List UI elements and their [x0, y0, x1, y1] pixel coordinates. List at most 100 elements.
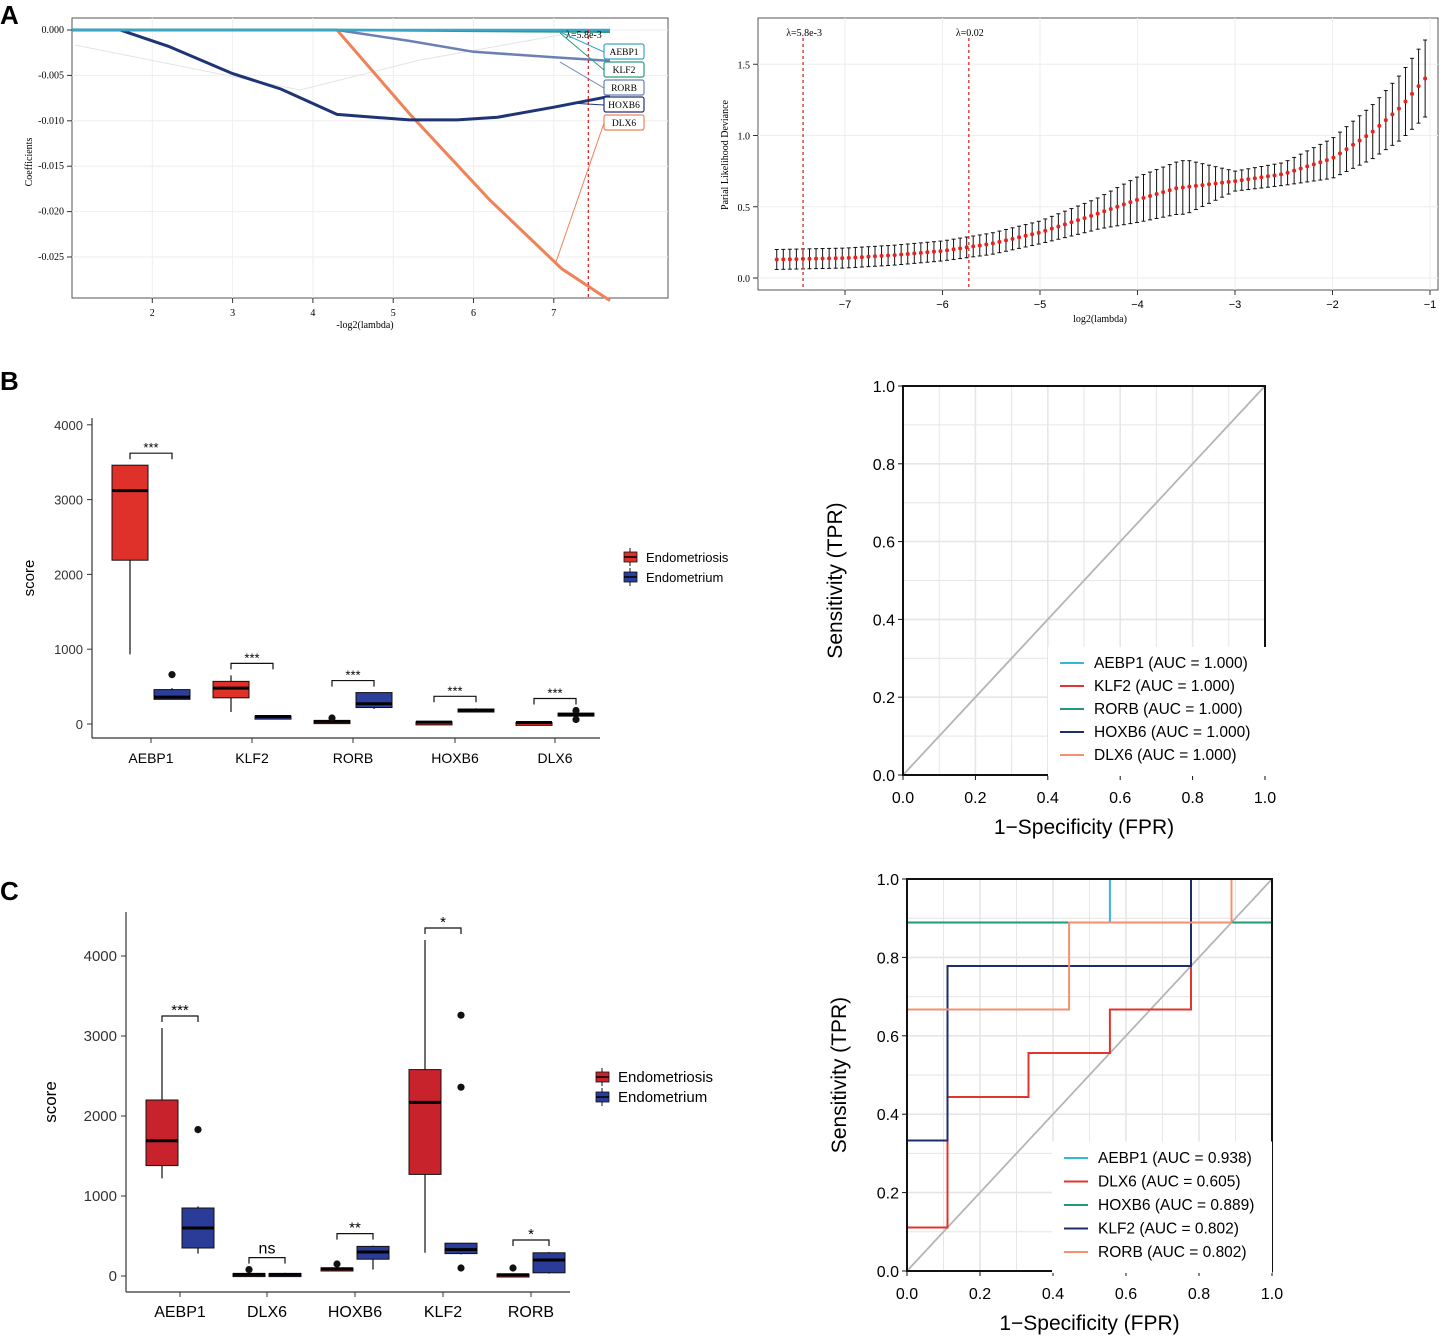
legend-background: [1052, 1141, 1272, 1273]
legend-label: RORB (AUC = 1.000): [1094, 701, 1243, 718]
lambda-min-label: λ=5.8e-3: [566, 30, 602, 41]
gene-label-box: [603, 79, 645, 96]
leader-line: [559, 61, 605, 89]
y-tick-label: 4000: [84, 948, 117, 965]
x-tick-label: 7: [551, 308, 556, 319]
x-category-label: AEBP1: [154, 1304, 206, 1321]
x-tick-label: 5: [391, 308, 396, 319]
legend-background: [1048, 647, 1268, 776]
deviance-point: [964, 245, 969, 250]
legend-label: DLX6 (AUC = 1.000): [1094, 747, 1237, 764]
coef-path-hoxb6: [72, 28, 611, 122]
deviance-point: [1337, 151, 1342, 156]
deviance-point: [931, 249, 936, 254]
deviance-point: [840, 256, 845, 261]
deviance-point: [1364, 134, 1369, 139]
deviance-point: [1154, 192, 1159, 197]
x-category-label: AEBP1: [128, 750, 173, 766]
lambda-line-label: λ=5.8e-3: [786, 28, 822, 39]
deviance-point: [1324, 158, 1329, 163]
deviance-point: [1226, 179, 1231, 184]
deviance-point: [1200, 183, 1205, 188]
outlier-point: [572, 715, 580, 724]
plot-frame: [757, 17, 1439, 291]
legend-label: HOXB6 (AUC = 0.889): [1098, 1197, 1254, 1214]
deviance-point: [971, 244, 976, 249]
x-category-label: RORB: [508, 1304, 554, 1321]
y-tick-label: 0.000: [42, 25, 65, 36]
deviance-point: [1370, 129, 1375, 134]
y-axis-label: score: [41, 1081, 60, 1123]
panel-label-b: B: [0, 366, 19, 396]
x-tick-label: −1: [1424, 299, 1437, 311]
deviance-point: [1207, 182, 1211, 187]
deviance-point: [1410, 91, 1415, 96]
y-tick-label: 0.2: [873, 690, 895, 707]
y-tick-label: 2000: [54, 567, 83, 582]
deviance-point: [774, 257, 779, 262]
x-category-label: HOXB6: [328, 1304, 382, 1321]
deviance-point: [1351, 142, 1356, 147]
y-tick-label: 3000: [54, 493, 83, 508]
deviance-point: [866, 254, 871, 259]
x-category-label: RORB: [333, 750, 373, 766]
x-axis-label: 1−Specificity (FPR): [994, 816, 1174, 839]
y-tick-label: 0.6: [877, 1029, 899, 1046]
y-tick-label: 0.6: [873, 535, 895, 552]
significance-bracket: [331, 679, 375, 687]
leader-line: [559, 32, 605, 71]
x-tick-label: 0.0: [896, 1286, 918, 1303]
x-tick-label: 0.2: [964, 790, 986, 807]
chart-boxplot-c: 01000200030004000scoreAEBP1***DLX6nsHOXB…: [41, 912, 713, 1321]
deviance-point: [958, 246, 963, 251]
y-tick-label: -0.025: [38, 252, 64, 263]
x-tick-label: 0.4: [1037, 790, 1059, 807]
deviance-point: [807, 256, 812, 261]
x-axis-label: log2(lambda): [1073, 314, 1127, 325]
deviance-point: [1056, 224, 1061, 229]
deviance-point: [1010, 236, 1015, 241]
deviance-point: [912, 251, 917, 256]
deviance-point: [1423, 76, 1428, 81]
x-category-label: KLF2: [235, 750, 269, 766]
deviance-point: [1357, 138, 1362, 143]
deviance-point: [1023, 233, 1028, 238]
deviance-point: [1318, 160, 1323, 165]
deviance-point: [1134, 197, 1139, 202]
deviance-point: [1259, 175, 1264, 180]
deviance-point: [1298, 166, 1303, 171]
deviance-point: [794, 257, 799, 262]
lambda-line-label: λ=0.02: [956, 28, 984, 39]
outlier-point: [572, 706, 580, 715]
deviance-point: [827, 256, 832, 261]
deviance-point: [1003, 238, 1008, 243]
deviance-point: [1043, 228, 1048, 233]
gene-label-box: [603, 96, 645, 113]
x-tick-label: 1.0: [1254, 790, 1276, 807]
legend-label: KLF2 (AUC = 0.802): [1098, 1221, 1239, 1238]
roc-curve-klf2: [906, 878, 1272, 1271]
deviance-point: [899, 252, 904, 257]
deviance-point: [925, 250, 930, 255]
deviance-point: [879, 253, 884, 258]
x-tick-label: 0.0: [892, 790, 914, 807]
deviance-point: [886, 253, 891, 258]
deviance-point: [997, 239, 1002, 244]
deviance-point: [1305, 164, 1310, 169]
deviance-point: [1285, 170, 1290, 175]
deviance-point: [1115, 204, 1120, 209]
diagonal-reference: [902, 385, 1266, 776]
y-tick-label: 0.8: [873, 457, 895, 474]
deviance-point: [1161, 190, 1166, 195]
legend-label: HOXB6 (AUC = 1.000): [1094, 724, 1250, 741]
significance-bracket: [336, 1233, 374, 1240]
deviance-point: [1036, 230, 1041, 235]
deviance-point: [1220, 180, 1225, 185]
deviance-point: [1082, 216, 1087, 221]
y-axis-label: Parial Likelihood Deviance: [720, 99, 731, 210]
deviance-point: [905, 251, 910, 256]
outlier-point: [328, 714, 336, 722]
deviance-point: [787, 257, 792, 262]
deviance-point: [990, 241, 995, 246]
